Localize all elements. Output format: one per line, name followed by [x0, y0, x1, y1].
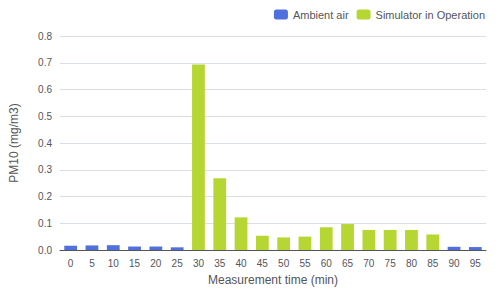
- svg-text:PM10 (mg/m3): PM10 (mg/m3): [7, 103, 21, 182]
- svg-text:0.8: 0.8: [38, 31, 52, 42]
- svg-text:60: 60: [321, 258, 333, 269]
- svg-text:95: 95: [470, 258, 482, 269]
- svg-text:40: 40: [235, 258, 247, 269]
- svg-text:0.2: 0.2: [38, 191, 52, 202]
- svg-text:Measurement time (min): Measurement time (min): [208, 273, 338, 287]
- svg-text:35: 35: [214, 258, 226, 269]
- svg-text:65: 65: [342, 258, 354, 269]
- svg-text:20: 20: [150, 258, 162, 269]
- svg-text:90: 90: [448, 258, 460, 269]
- svg-text:0.6: 0.6: [38, 84, 52, 95]
- svg-text:75: 75: [385, 258, 397, 269]
- svg-text:15: 15: [129, 258, 141, 269]
- svg-text:0.3: 0.3: [38, 164, 52, 175]
- svg-text:0: 0: [68, 258, 74, 269]
- svg-text:0.4: 0.4: [38, 138, 52, 149]
- svg-text:45: 45: [257, 258, 269, 269]
- svg-text:Simulator in Operation: Simulator in Operation: [376, 9, 485, 21]
- svg-text:25: 25: [172, 258, 184, 269]
- svg-text:55: 55: [299, 258, 311, 269]
- svg-text:50: 50: [278, 258, 290, 269]
- svg-text:85: 85: [427, 258, 439, 269]
- svg-text:30: 30: [193, 258, 205, 269]
- svg-text:Ambient air: Ambient air: [293, 9, 349, 21]
- svg-text:0.1: 0.1: [38, 218, 52, 229]
- svg-text:5: 5: [89, 258, 95, 269]
- svg-text:70: 70: [363, 258, 375, 269]
- svg-text:0.0: 0.0: [38, 245, 52, 256]
- svg-text:0.7: 0.7: [38, 57, 52, 68]
- svg-text:0.5: 0.5: [38, 111, 52, 122]
- svg-text:80: 80: [406, 258, 418, 269]
- svg-text:10: 10: [108, 258, 120, 269]
